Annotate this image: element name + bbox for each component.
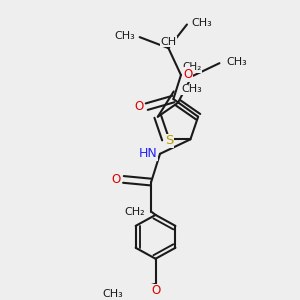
Text: O: O <box>111 173 121 186</box>
Text: O: O <box>183 68 193 81</box>
Text: S: S <box>165 134 173 147</box>
Text: CH₃: CH₃ <box>227 57 248 67</box>
Text: CH₃: CH₃ <box>102 289 123 299</box>
Text: CH₂: CH₂ <box>124 207 145 217</box>
Text: CH₃: CH₃ <box>191 18 212 28</box>
Text: CH₂: CH₂ <box>182 62 201 72</box>
Text: O: O <box>134 100 143 113</box>
Text: CH₃: CH₃ <box>181 84 202 94</box>
Text: CH₃: CH₃ <box>115 31 135 41</box>
Text: O: O <box>151 284 160 297</box>
Text: CH: CH <box>160 37 176 47</box>
Text: HN: HN <box>138 147 157 160</box>
